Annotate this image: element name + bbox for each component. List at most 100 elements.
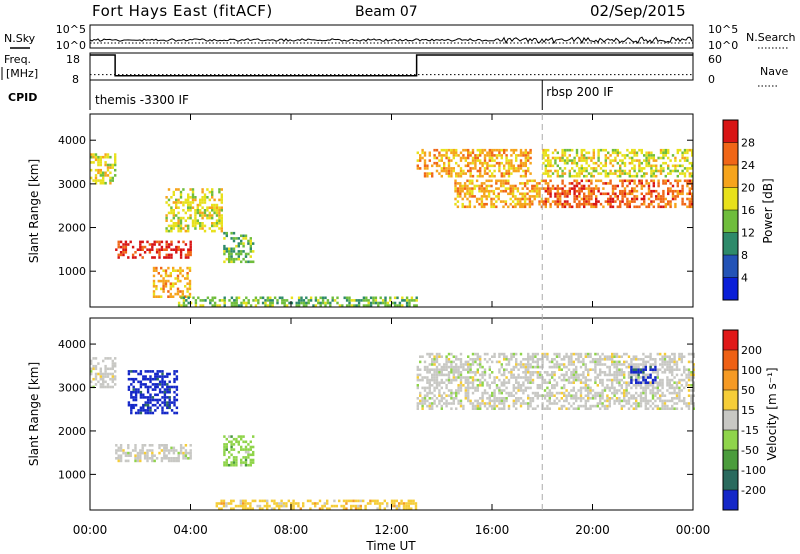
power-cell-6 xyxy=(462,169,465,173)
velocity-cell-5 xyxy=(613,355,616,358)
power-cell-7 xyxy=(461,189,464,193)
power-cell-3 xyxy=(174,282,177,285)
velocity-cell-5 xyxy=(642,397,645,400)
power-cell-8 xyxy=(580,189,583,193)
velocity-cell-2 xyxy=(168,380,171,384)
velocity-cell-5 xyxy=(659,381,662,384)
velocity-cell-5 xyxy=(666,399,669,403)
power-cell-6 xyxy=(527,159,530,162)
velocity-cell-5 xyxy=(647,355,650,358)
velocity-cell-2 xyxy=(132,377,135,381)
velocity-cell-5 xyxy=(589,404,592,408)
velocity-cell-5 xyxy=(467,363,470,366)
velocity-cell-2 xyxy=(163,398,167,402)
velocity-cell-5 xyxy=(659,407,662,410)
velocity-cell-5 xyxy=(661,381,664,384)
velocity-cell-5 xyxy=(505,386,508,390)
power-cell-9 xyxy=(578,156,581,160)
power-cell-5 xyxy=(206,296,210,300)
velocity-cell-0 xyxy=(90,359,93,363)
power-cell-7 xyxy=(483,182,486,185)
power-cell-4 xyxy=(237,255,240,258)
velocity-cell-5 xyxy=(512,399,515,403)
power-cell-6 xyxy=(474,167,477,170)
velocity-cell-5 xyxy=(690,352,693,356)
velocity-cell-5 xyxy=(673,397,676,400)
velocity-cell-4 xyxy=(407,502,410,505)
power-cell-7 xyxy=(456,189,460,193)
power-cell-6 xyxy=(519,167,523,170)
velocity-cell-2 xyxy=(161,390,164,394)
velocity-cell-5 xyxy=(680,407,683,410)
power-cell-2 xyxy=(189,203,192,207)
velocity-cell-5 xyxy=(608,368,611,371)
power-cell-9 xyxy=(652,156,655,160)
velocity-cell-5 xyxy=(479,397,482,400)
velocity-cell-5 xyxy=(438,402,441,405)
velocity-cell-5 xyxy=(455,363,458,366)
velocity-cell-2 xyxy=(161,380,164,384)
velocity-cell-2 xyxy=(149,398,152,402)
power-cell-9 xyxy=(621,159,624,162)
velocity-cell-1 xyxy=(151,444,154,447)
power-cell-5 xyxy=(204,299,207,302)
power-cell-9 xyxy=(578,174,581,178)
power-cell-7 xyxy=(468,187,472,190)
power-cell-6 xyxy=(476,159,479,162)
power-cell-8 xyxy=(626,205,629,209)
power-cell-8 xyxy=(614,200,617,203)
power-cell-6 xyxy=(440,169,443,173)
power-cell-9 xyxy=(585,174,588,178)
power-cell-8 xyxy=(559,200,562,203)
power-cell-6 xyxy=(488,148,491,152)
velocity-cell-5 xyxy=(668,363,671,366)
velocity-cell-5 xyxy=(668,358,671,361)
power-cell-6 xyxy=(479,154,482,157)
power-cell-9 xyxy=(640,167,643,170)
velocity-cell-2 xyxy=(149,401,152,404)
velocity-cell-5 xyxy=(433,381,436,384)
power-cell-1 xyxy=(160,248,164,251)
power-cell-5 xyxy=(353,304,356,307)
power-cell-9 xyxy=(587,172,591,175)
power-cell-6 xyxy=(481,164,484,168)
velocity-cell-0 xyxy=(114,383,117,386)
velocity-cell-5 xyxy=(464,394,467,397)
velocity-cell-3 xyxy=(252,458,255,462)
power-cell-9 xyxy=(662,156,665,160)
velocity-cell-2 xyxy=(158,403,162,407)
velocity-cell-5 xyxy=(663,407,667,410)
power-cell-4 xyxy=(230,237,233,240)
power-cell-5 xyxy=(415,296,418,300)
power-cell-2 xyxy=(167,229,171,233)
velocity-cell-5 xyxy=(589,360,592,364)
power-cell-8 xyxy=(674,202,677,206)
power-cell-9 xyxy=(621,161,624,165)
power-cell-6 xyxy=(467,148,470,152)
power-cell-4 xyxy=(244,252,248,256)
power-cell-0 xyxy=(99,171,102,175)
velocity-cell-5 xyxy=(551,384,554,387)
velocity-cell-5 xyxy=(567,355,571,358)
power-cell-5 xyxy=(235,299,238,302)
power-cell-5 xyxy=(324,301,327,305)
power-cell-8 xyxy=(647,202,651,206)
power-cell-9 xyxy=(631,167,634,170)
velocity-cell-6 xyxy=(639,381,643,384)
power-cell-9 xyxy=(676,148,679,152)
velocity-cell-5 xyxy=(433,376,436,379)
power-cell-8 xyxy=(628,182,631,185)
velocity-cell-3 xyxy=(240,461,243,464)
power-cell-1 xyxy=(139,243,142,246)
velocity-cell-5 xyxy=(464,397,467,400)
power-cell-6 xyxy=(479,151,482,155)
power-cell-5 xyxy=(345,299,349,302)
velocity-cell-5 xyxy=(587,373,590,377)
power-cell-1 xyxy=(131,256,135,259)
velocity-cell-5 xyxy=(627,381,631,384)
velocity-cell-0 xyxy=(109,377,112,381)
power-cell-1 xyxy=(131,253,135,257)
power-cell-6 xyxy=(447,169,451,173)
velocity-cell-0 xyxy=(99,377,102,381)
velocity-cell-1 xyxy=(119,446,123,450)
